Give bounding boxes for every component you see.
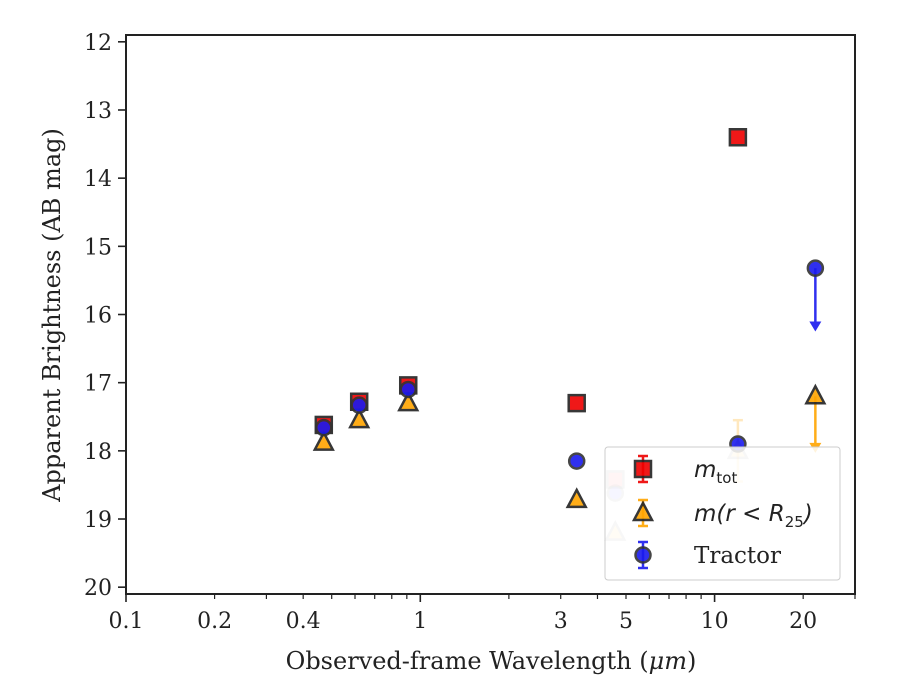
data-point-circle [399, 380, 417, 399]
x-tick-label: 0.1 [109, 609, 144, 634]
legend-label: Tractor [694, 543, 781, 569]
upper-limit-arrow [809, 396, 822, 453]
legend-marker-square [633, 459, 653, 479]
x-tick-label: 0.2 [197, 609, 232, 634]
x-axis-unit: μm [649, 647, 687, 675]
legend-box [604, 446, 841, 581]
data-point-circle [567, 452, 586, 470]
data-point-triangle [804, 383, 827, 405]
y-tick-label: 18 [84, 440, 112, 465]
y-axis-label: Apparent Brightness (AB mag) [38, 128, 66, 503]
upper-limit-arrowhead [809, 321, 822, 332]
y-tick-label: 13 [84, 99, 112, 124]
y-tick-label: 15 [84, 235, 112, 260]
x-tick-label: 0.4 [286, 609, 321, 634]
legend-label: mtot [694, 457, 737, 487]
data-point-circle [806, 259, 825, 277]
y-tick-label: 12 [84, 31, 112, 56]
data-point-circle [350, 396, 368, 414]
legend-marker-circle [634, 546, 652, 564]
upper-limit-arrow [809, 268, 822, 332]
data-point-triangle [312, 429, 335, 451]
legend-marker-triangle [631, 500, 655, 522]
data-point-circle [315, 418, 333, 437]
y-tick-label: 16 [84, 304, 112, 329]
x-tick-label: 3 [554, 609, 568, 634]
y-tick-label: 14 [84, 167, 112, 192]
data-point-triangle [397, 390, 420, 412]
y-tick-label: 17 [84, 372, 112, 397]
x-tick-label: 10 [701, 609, 729, 634]
x-tick-label: 1 [413, 609, 427, 634]
y-tick-label: 20 [84, 576, 112, 601]
data-point-triangle [348, 407, 371, 429]
legend-label: m(r < R25) [694, 501, 813, 531]
data-point-triangle [565, 487, 588, 509]
x-tick-label: 20 [789, 609, 817, 634]
x-tick-label: 5 [619, 609, 633, 634]
legend: mtot m(r < R25) Tractor [604, 446, 841, 581]
data-point-square [567, 393, 586, 413]
x-axis-label: Observed-frame Wavelength (μm) [286, 647, 697, 675]
y-tick-label: 19 [84, 508, 112, 533]
data-point-square [728, 128, 748, 147]
